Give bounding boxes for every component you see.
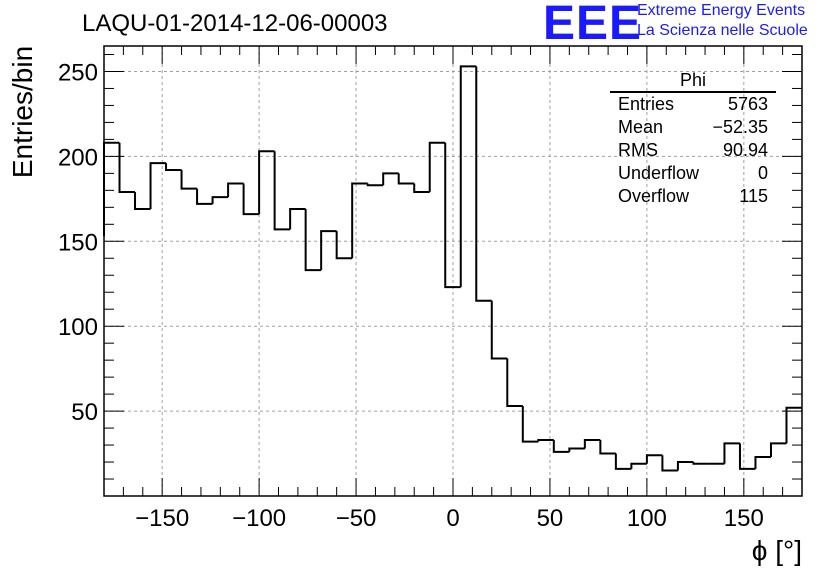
histogram-bin [258, 150, 275, 215]
x-axis-title: ϕ [°] [752, 535, 802, 566]
stats-value: 0 [757, 163, 768, 183]
histogram-bin [428, 141, 446, 193]
x-tick-label: 0 [446, 505, 459, 532]
histogram-bin [459, 65, 477, 288]
y-axis-title: Entries/bin [7, 46, 38, 178]
histogram-bin [552, 439, 570, 453]
stats-title: Phi [679, 70, 706, 90]
chart-title: LAQU-01-2014-12-06-00003 [82, 10, 388, 37]
logo-caption-line1: Extreme Energy Events [637, 2, 806, 19]
stats-label: RMS [618, 140, 658, 160]
histogram-bin [149, 162, 167, 210]
x-tick-label: 150 [724, 505, 764, 532]
stats-label: Overflow [618, 186, 690, 206]
histogram-bin [413, 183, 430, 194]
histogram-bins [103, 65, 802, 472]
histogram-bin [692, 462, 709, 465]
histogram-bin [382, 172, 399, 186]
stats-label: Mean [618, 117, 664, 137]
stats-value: 115 [739, 186, 768, 206]
histogram-bin [351, 182, 368, 259]
x-tick-label: −50 [336, 505, 377, 532]
y-tick-label: 50 [71, 399, 98, 426]
histogram-bin [754, 455, 771, 469]
stats-row-overflow: Overflow 115 [610, 185, 776, 208]
stats-box: Phi Entries 5763 Mean −52.35 RMS 90.94 U… [610, 70, 776, 208]
histogram-bin [397, 173, 415, 185]
stats-value: 90.94 [722, 140, 768, 160]
histogram-bin [583, 438, 601, 449]
histogram-bin [785, 406, 802, 444]
histogram-bin [521, 406, 539, 443]
y-tick-label: 100 [58, 314, 98, 341]
histogram-bin [506, 358, 523, 407]
histogram-bin [273, 151, 291, 231]
histogram-bin [165, 163, 182, 171]
histogram-bin [366, 183, 384, 187]
y-tick-label: 200 [58, 144, 98, 171]
logo-caption-line2: La Scienza nelle Scuole [637, 22, 808, 39]
histogram-bin [738, 443, 756, 470]
stats-divider [610, 91, 776, 93]
histogram-bin [630, 462, 647, 469]
histogram-bin [134, 192, 151, 211]
stats-label: Underflow [618, 163, 700, 183]
histogram-bin [242, 183, 260, 216]
histogram-bin [118, 142, 136, 194]
stats-row-entries: Entries 5763 [610, 93, 776, 116]
stats-row-underflow: Underflow 0 [610, 162, 776, 185]
histogram-bin [676, 461, 694, 471]
histogram-bin [444, 142, 461, 289]
histogram-bin [335, 231, 353, 260]
histogram-bin [227, 182, 244, 198]
histogram-bin [490, 300, 508, 360]
histogram-bin [475, 66, 492, 302]
histogram-bin [289, 208, 306, 230]
x-tick-label: 100 [627, 505, 667, 532]
histogram-bin [723, 442, 740, 464]
x-tick-label: 50 [537, 505, 564, 532]
histogram-bin [196, 188, 213, 205]
histogram-bin [769, 442, 787, 457]
grid-lines [104, 46, 802, 496]
stats-label: Entries [618, 94, 675, 114]
histogram-bin [645, 454, 663, 464]
histogram-bin [568, 447, 585, 452]
stats-value: 5763 [727, 94, 768, 114]
stats-value: −52.35 [712, 117, 768, 137]
eee-logo: EEE [543, 0, 643, 50]
histogram-bin [180, 169, 198, 190]
histogram-bin [661, 455, 678, 472]
stats-row-rms: RMS 90.94 [610, 139, 776, 162]
histogram-bin [614, 453, 632, 470]
x-tick-label: −100 [232, 505, 286, 532]
axis-tick-labels: −150 −100 −50 0 50 100 150 50 100 150 200 250 [58, 59, 764, 532]
histogram-bin [304, 209, 322, 272]
x-tick-label: −150 [135, 505, 189, 532]
histogram-bin [320, 230, 337, 271]
stats-row-mean: Mean −52.35 [610, 116, 776, 139]
y-tick-label: 150 [58, 229, 98, 256]
histogram-bin [599, 439, 616, 455]
y-tick-label: 250 [58, 59, 98, 86]
histogram-bin [211, 196, 229, 204]
axis-ticks [103, 46, 803, 496]
histogram-bin [537, 438, 554, 442]
